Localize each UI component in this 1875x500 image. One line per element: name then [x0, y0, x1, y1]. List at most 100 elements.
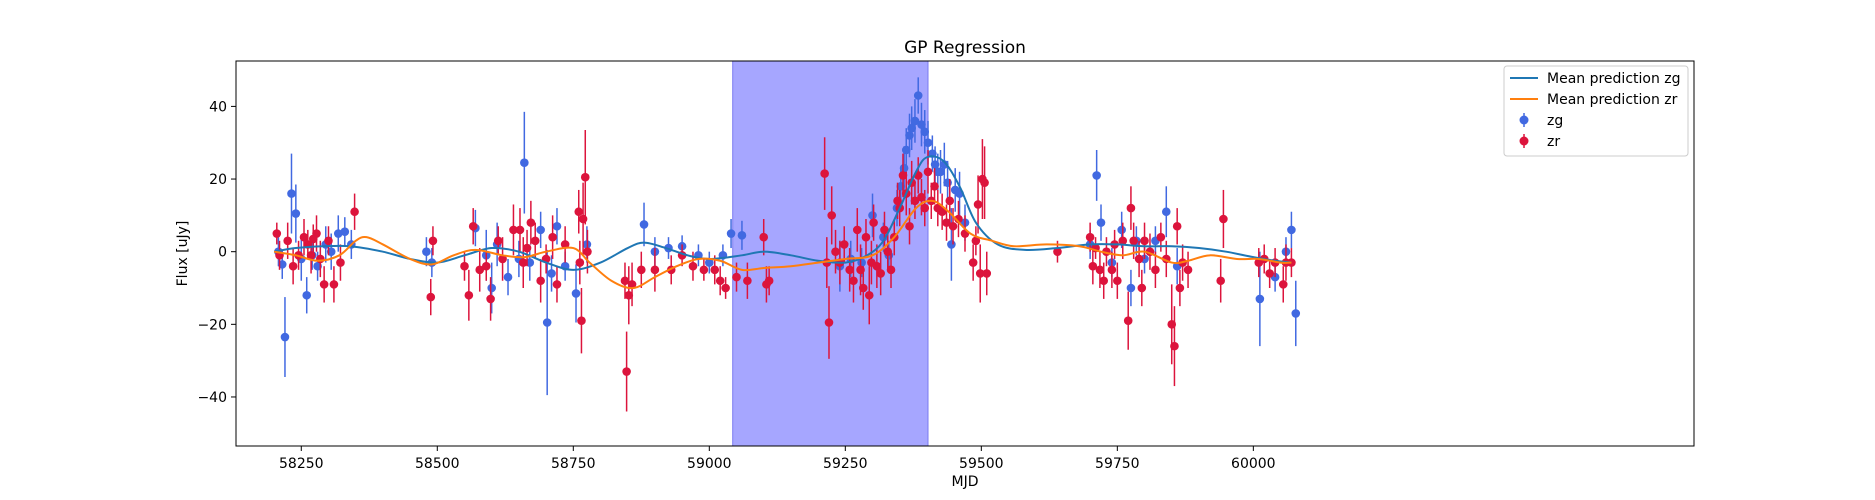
- zg-data-point: [520, 158, 529, 167]
- zr-data-point: [954, 214, 963, 224]
- zg-data-point: [913, 91, 923, 100]
- zr-data-point: [898, 171, 908, 180]
- x-tick-label: 59750: [1095, 456, 1140, 472]
- zr-data-point: [948, 221, 958, 231]
- zr-data-point: [971, 236, 981, 246]
- zg-data-point: [936, 167, 945, 177]
- zr-data-point: [1156, 232, 1166, 242]
- zr-data-point: [498, 254, 507, 264]
- zr-data-point: [336, 258, 345, 267]
- zg-data-point: [487, 283, 496, 293]
- zr-data-point: [1216, 276, 1225, 286]
- zg-data-point: [857, 258, 866, 267]
- zg-data-point: [287, 189, 296, 198]
- x-tick-label: 59500: [959, 456, 1004, 472]
- zr-data-point: [1129, 236, 1138, 246]
- zr-data-point: [464, 290, 474, 300]
- zr-data-point: [552, 280, 562, 289]
- zr-data-point: [883, 247, 893, 256]
- zr-data-point: [937, 207, 947, 217]
- zr-data-point: [428, 236, 438, 246]
- zr-data-point: [858, 283, 868, 293]
- zg-data-point: [552, 221, 562, 231]
- zg-data-point: [1126, 283, 1136, 293]
- zr-data-point: [426, 292, 436, 302]
- zr-data-point: [980, 178, 989, 187]
- shaded-region: [732, 60, 929, 447]
- zr-data-point: [1170, 341, 1179, 351]
- zr-data-point: [945, 196, 955, 206]
- zg-data-point: [503, 272, 513, 282]
- zg-data-point: [536, 225, 545, 235]
- zg-data-point: [899, 163, 909, 173]
- zr-data-point: [1126, 203, 1136, 213]
- legend-swatch-zg-dot: [1519, 115, 1529, 125]
- zr-data-point: [872, 261, 882, 271]
- zg-data-point: [923, 138, 933, 148]
- y-tick-label: 20: [209, 172, 227, 188]
- zr-data-point: [509, 225, 518, 235]
- zr-data-point: [1088, 261, 1098, 271]
- zr-data-point: [574, 207, 584, 217]
- plot-area-frame: [235, 60, 1695, 447]
- zr-data-point: [324, 236, 333, 246]
- x-axis-label: MJD: [952, 474, 979, 490]
- zr-data-point: [886, 265, 896, 275]
- zg-data-point: [542, 318, 552, 327]
- zr-data-point: [575, 258, 585, 267]
- zr-data-point: [743, 276, 752, 286]
- zr-mean-prediction-line: [273, 199, 1292, 290]
- zr-data-point: [493, 236, 503, 246]
- zr-data-point: [1172, 221, 1182, 231]
- zr-data-point: [910, 196, 920, 206]
- zg-data-point: [947, 240, 956, 249]
- zg-data-point: [302, 290, 312, 300]
- zr-data-point: [1113, 276, 1122, 286]
- zr-data-point: [831, 247, 840, 256]
- zr-data-point: [637, 265, 646, 275]
- zr-data-point: [942, 218, 951, 227]
- zr-data-point: [759, 232, 769, 242]
- zr-data-point: [1183, 265, 1193, 275]
- zg-data-point: [917, 120, 926, 129]
- zg-data-point: [910, 116, 920, 126]
- zg-data-point: [868, 211, 877, 220]
- zg-data-point: [1255, 294, 1265, 304]
- zg-data-point: [901, 145, 911, 155]
- zr-data-point: [460, 261, 469, 271]
- zr-data-point: [869, 218, 878, 227]
- zr-data-point: [283, 236, 292, 246]
- zr-data-point: [560, 240, 570, 249]
- zr-data-point: [1118, 236, 1128, 246]
- zr-data-point: [312, 229, 321, 238]
- zr-data-point: [893, 196, 902, 206]
- zr-data-point: [1151, 265, 1160, 275]
- legend-label-zr-mean: Mean prediction zr: [1547, 92, 1678, 108]
- zr-data-point: [299, 232, 309, 242]
- zg-data-point: [920, 127, 930, 137]
- zg-data-point: [905, 131, 914, 140]
- zr-data-point: [861, 232, 871, 242]
- zr-data-point: [536, 276, 545, 286]
- zr-data-point: [288, 261, 298, 271]
- zr-data-point: [530, 236, 540, 246]
- zr-data-point: [481, 261, 491, 271]
- zg-data-point: [1092, 171, 1101, 180]
- zr-data-point: [1137, 283, 1147, 293]
- zr-data-point: [1107, 265, 1117, 275]
- zr-errorbar-series: [272, 130, 1296, 412]
- y-tick-label: −40: [197, 390, 227, 406]
- zr-data-point: [622, 367, 631, 376]
- legend: Mean prediction zg Mean prediction zr zg…: [1503, 65, 1689, 157]
- legend-label-zg-mean: Mean prediction zg: [1547, 71, 1681, 87]
- shaded-region-layer: [732, 60, 929, 447]
- x-tick-label: 59250: [823, 456, 868, 472]
- zr-data-point: [486, 294, 495, 304]
- zr-data-point: [1278, 280, 1288, 289]
- zr-data-point: [1265, 269, 1274, 278]
- mean-prediction-lines: [273, 155, 1292, 290]
- zr-data-point: [329, 280, 339, 289]
- zr-data-point: [548, 232, 557, 242]
- zr-data-point: [624, 290, 634, 300]
- zr-data-point: [1099, 276, 1109, 286]
